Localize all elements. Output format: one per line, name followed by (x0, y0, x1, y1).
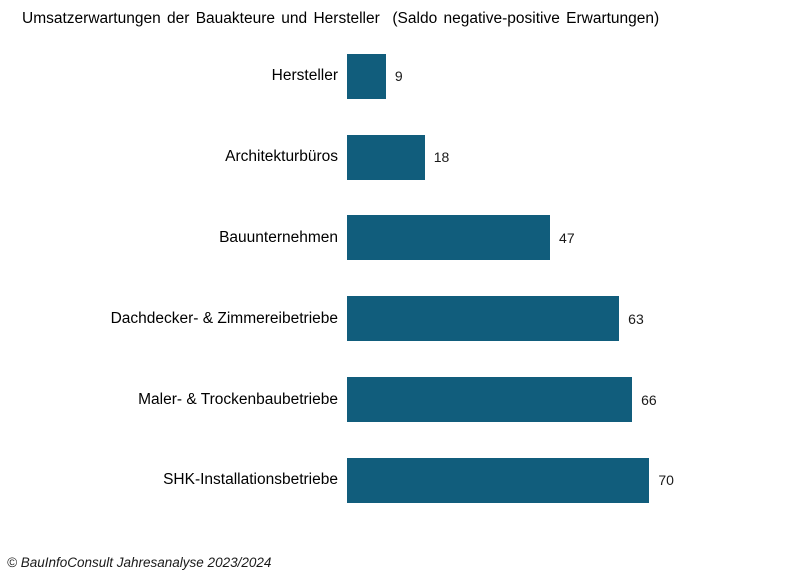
bar-chart: Hersteller 9 Architekturbüros 18 Bauunte… (0, 36, 800, 521)
bar-hersteller (347, 53, 386, 99)
bar-track: 18 (347, 117, 800, 198)
bar-row-maler-trockenbaubetriebe: Maler- & Trockenbaubetriebe 66 (0, 359, 800, 440)
value-label: 9 (394, 68, 403, 85)
value-label: 70 (658, 472, 674, 489)
category-label: Architekturbüros (225, 148, 338, 166)
value-label: 47 (559, 229, 575, 246)
bar-row-shk-installationsbetriebe: SHK-Installationsbetriebe 70 (0, 440, 800, 521)
value-label: 66 (641, 391, 657, 408)
bar-track: 66 (347, 359, 800, 440)
bar-track: 63 (347, 278, 800, 359)
bar-maler-trockenbaubetriebe (347, 377, 633, 423)
bar-architekturbueros (347, 134, 425, 180)
bar-row-architekturbueros: Architekturbüros 18 (0, 117, 800, 198)
value-label: 63 (628, 310, 644, 327)
category-label: Dachdecker- & Zimmereibetriebe (110, 309, 338, 327)
bar-track: 47 (347, 198, 800, 279)
bar-track: 70 (347, 440, 800, 521)
category-label: SHK-Installationsbetriebe (163, 471, 338, 489)
bar-bauunternehmen (347, 215, 551, 261)
value-label: 18 (433, 149, 450, 166)
category-label: Hersteller (271, 67, 338, 85)
bar-track: 9 (347, 36, 800, 117)
chart-title: Umsatzerwartungen der Bauakteure und Her… (22, 10, 660, 27)
bar-row-hersteller: Hersteller 9 (0, 36, 800, 117)
copyright-footer: © BauInfoConsult Jahresanalyse 2023/2024 (7, 555, 272, 570)
category-label: Maler- & Trockenbaubetriebe (138, 390, 338, 408)
bar-shk-installationsbetriebe (347, 457, 650, 503)
bar-row-dachdecker-zimmereibetriebe: Dachdecker- & Zimmereibetriebe 63 (0, 278, 800, 359)
bar-dachdecker-zimmereibetriebe (347, 296, 620, 342)
bar-row-bauunternehmen: Bauunternehmen 47 (0, 198, 800, 279)
category-label: Bauunternehmen (219, 228, 338, 246)
